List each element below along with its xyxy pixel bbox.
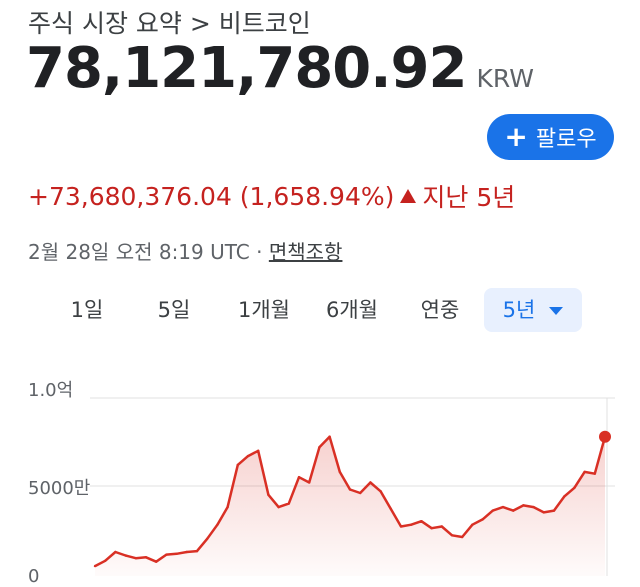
data-point xyxy=(359,491,362,495)
data-point xyxy=(114,550,117,554)
data-point xyxy=(389,507,392,511)
data-point xyxy=(267,493,270,496)
data-point xyxy=(573,486,576,489)
chevron-down-icon xyxy=(549,307,564,315)
data-point xyxy=(297,476,301,479)
y-tick-label: 1.0억 xyxy=(28,380,74,401)
data-point xyxy=(338,470,341,474)
data-point xyxy=(512,509,515,512)
data-point xyxy=(124,554,127,557)
tab-1m[interactable]: 1개월 xyxy=(237,298,290,322)
data-point xyxy=(471,523,474,526)
data-point xyxy=(308,481,311,484)
data-point xyxy=(593,472,596,475)
data-point xyxy=(552,509,556,512)
follow-button-label: 팔로우 xyxy=(535,127,597,152)
data-point xyxy=(277,505,280,509)
data-point xyxy=(348,488,352,491)
tab-5d[interactable]: 5일 xyxy=(157,298,191,322)
data-point xyxy=(379,490,382,493)
timestamp: 2월 28일 오전 8:19 UTC · xyxy=(28,240,269,264)
price-area-fill xyxy=(95,436,605,576)
data-point xyxy=(542,511,545,514)
data-point xyxy=(185,550,188,554)
y-tick-label: 5000만 xyxy=(28,478,91,499)
data-point xyxy=(236,463,239,467)
data-point xyxy=(563,495,566,498)
data-point xyxy=(175,552,178,555)
data-point xyxy=(461,535,464,539)
data-point xyxy=(430,527,433,530)
tab-5y[interactable]: 5년 xyxy=(484,288,582,332)
follow-button[interactable]: + 팔로우 xyxy=(487,114,614,160)
tab-ytd[interactable]: 연중 xyxy=(420,298,460,322)
data-point xyxy=(440,525,443,528)
data-point xyxy=(287,502,290,505)
price-change-period: 지난 5년 xyxy=(422,183,516,212)
data-point xyxy=(481,518,484,521)
data-point xyxy=(318,446,321,449)
data-point xyxy=(144,556,148,559)
data-point xyxy=(410,523,413,526)
data-point xyxy=(134,556,137,560)
data-point xyxy=(399,525,403,528)
data-point xyxy=(104,559,107,562)
up-arrow-icon xyxy=(400,189,417,203)
data-point xyxy=(257,449,260,452)
disclaimer-link[interactable]: 면책조항 xyxy=(268,240,343,264)
tab-6m[interactable]: 6개월 xyxy=(325,298,378,322)
price-chart[interactable] xyxy=(0,340,640,576)
price-row: 78,121,780.92 KRW xyxy=(26,36,534,101)
data-point xyxy=(246,454,250,458)
timestamp-row: 2월 28일 오전 8:19 UTC · 면책조항 xyxy=(28,236,342,265)
data-point xyxy=(369,481,372,484)
data-point xyxy=(491,509,494,512)
data-point xyxy=(450,534,454,537)
data-point xyxy=(522,504,525,507)
data-point xyxy=(165,553,168,556)
price-change: +73,680,376.04 (1,658.94%) 지난 5년 xyxy=(28,178,515,214)
current-price-dot xyxy=(599,430,611,443)
data-point xyxy=(532,505,535,509)
data-point xyxy=(206,537,209,540)
data-point xyxy=(226,505,229,509)
data-point xyxy=(420,520,423,523)
data-point xyxy=(328,435,331,438)
data-point xyxy=(501,505,505,509)
data-point xyxy=(155,560,158,563)
price-change-value: +73,680,376.04 (1,658.94%) xyxy=(28,181,395,211)
data-point xyxy=(583,470,586,474)
data-point xyxy=(195,549,199,553)
tab-1d[interactable]: 1일 xyxy=(70,298,104,322)
plus-icon: + xyxy=(504,120,528,153)
range-tabs: 1일 5일 1개월 6개월 연중 5년 xyxy=(0,288,640,332)
currency-label: KRW xyxy=(476,64,534,93)
current-price: 78,121,780.92 xyxy=(26,36,467,101)
data-point xyxy=(216,523,219,526)
breadcrumb: 주식 시장 요약 > 비트코인 xyxy=(28,9,311,38)
data-point xyxy=(93,564,97,568)
